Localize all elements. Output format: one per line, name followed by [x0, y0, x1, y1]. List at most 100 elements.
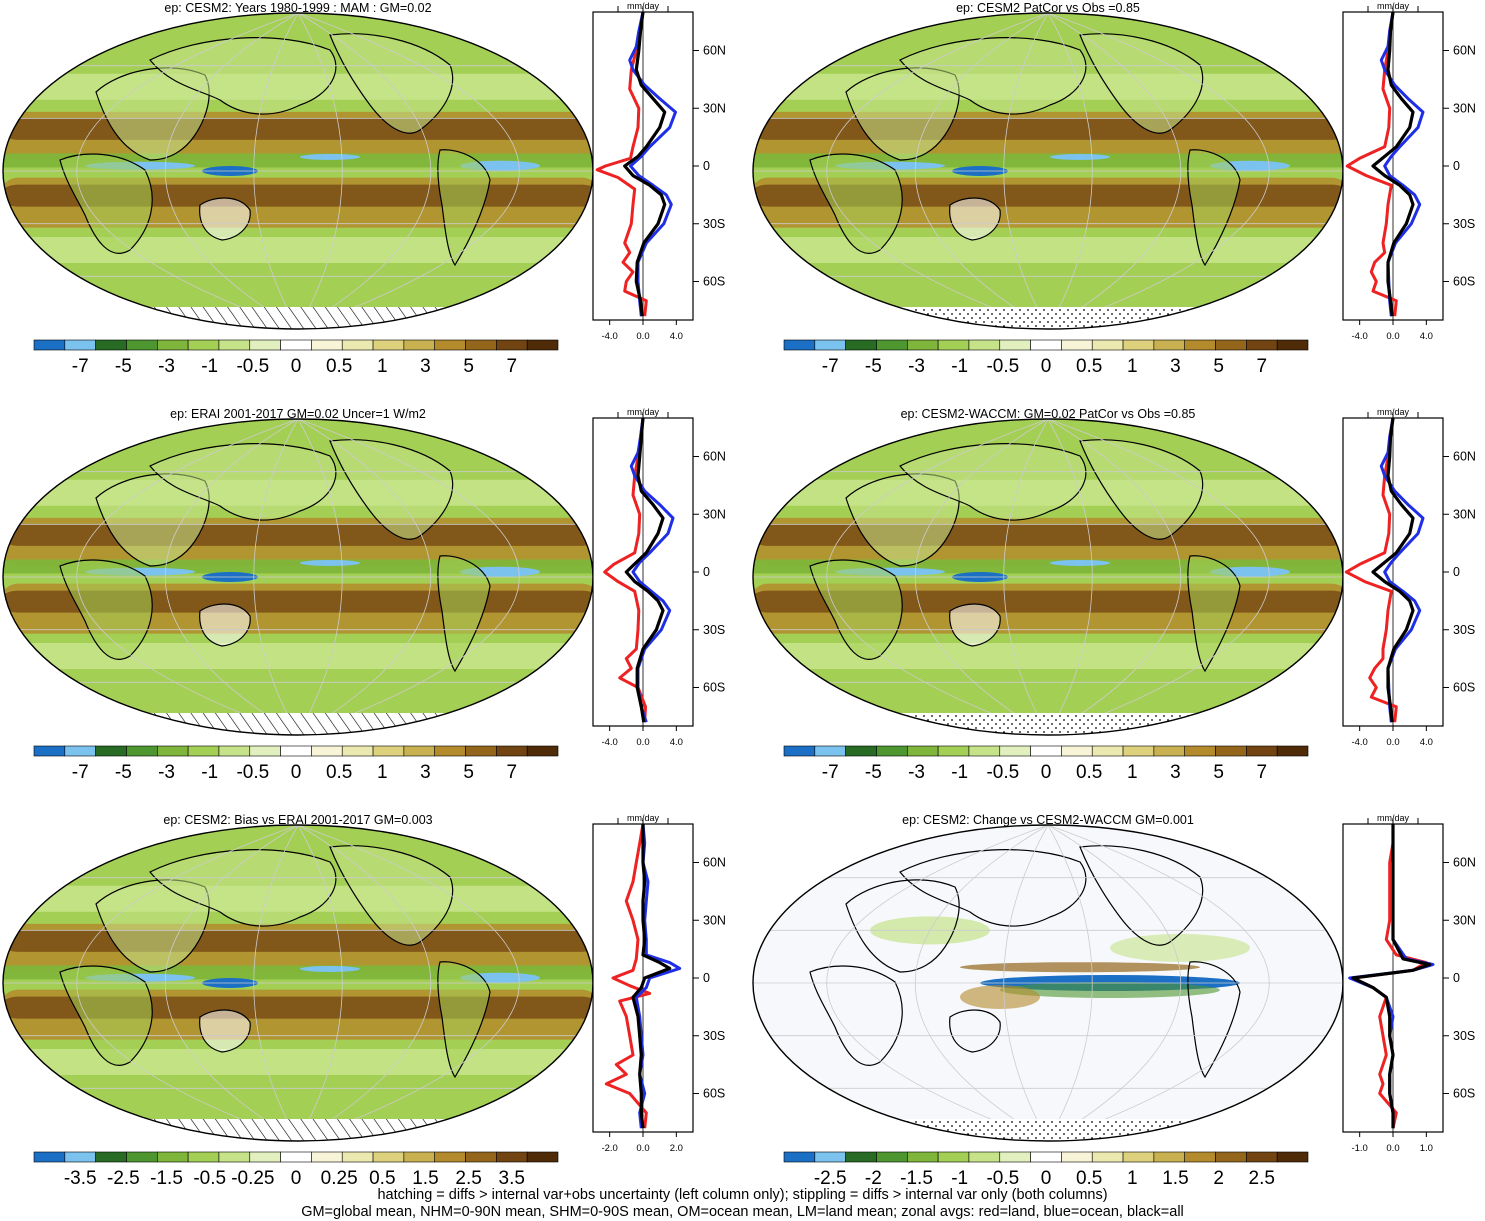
panel-title: ep: CESM2: Change vs CESM2-WACCM GM=0.00… — [902, 813, 1194, 827]
continent-outline — [149, 849, 337, 927]
colorbar-tick-label: 1 — [377, 356, 388, 377]
colorbar-swatch — [187, 745, 220, 757]
colorbar-tick-label: 7 — [1256, 356, 1267, 377]
colorbar-tick-label: -5 — [115, 762, 132, 783]
colorbar-tick-label: -0.5 — [986, 762, 1019, 783]
continent-outline — [845, 67, 960, 161]
zonal-series-all — [624, 417, 665, 723]
colorbar-swatch — [403, 745, 436, 757]
continent-outline — [1187, 149, 1241, 267]
colorbar: -3.5 -2.5 -1.5 -0.5 -0.25 0 0.25 0.5 1.5 2.5 3.5 — [33, 1151, 559, 1189]
colorbar-swatch — [814, 745, 846, 757]
map-field — [753, 13, 1343, 329]
zonal-x-label: 0.0 — [636, 1143, 649, 1154]
continent-outline — [199, 603, 251, 647]
continent-outline — [199, 1009, 251, 1053]
continent-outline — [95, 879, 210, 973]
hatching-region — [3, 1119, 593, 1141]
panel-6: ep: CESM2: Change vs CESM2-WACCM GM=0.00… — [752, 813, 1476, 1189]
colorbar-swatch — [218, 339, 251, 351]
zonal-lat-label: 30N — [1453, 913, 1476, 927]
colorbar-swatch — [1246, 1151, 1278, 1163]
colorbar-swatch — [937, 339, 970, 351]
zonal-lat-label: 60N — [703, 856, 726, 870]
colorbar-tick-label: -7 — [72, 762, 89, 783]
map-field — [3, 13, 593, 329]
zonal-lat-label: 0 — [1453, 971, 1460, 985]
colorbar-swatch — [187, 339, 220, 351]
colorbar-tick-label: -0.25 — [231, 1168, 274, 1189]
zonal-lat-label: 60S — [703, 1087, 725, 1101]
panel-1: ep: CESM2: Years 1980-1999 : MAM : GM=0.… — [2, 1, 726, 377]
longitude-line — [1047, 825, 1093, 1141]
colorbar-tick-label: 1 — [1127, 1168, 1138, 1189]
colorbar-tick-label: 2.5 — [455, 1168, 481, 1189]
colorbar-tick-label: 0 — [1041, 1168, 1052, 1189]
zonal-series-land — [595, 11, 648, 317]
colorbar-tick-label: -3 — [158, 762, 175, 783]
colorbar-swatch — [783, 339, 816, 351]
colorbar-tick-label: -0.5 — [193, 1168, 226, 1189]
colorbar-swatch — [249, 1151, 281, 1163]
colorbar-swatch — [999, 745, 1031, 757]
colorbar-swatch — [526, 339, 559, 351]
panel-2: ep: CESM2 PatCor vs Obs =0.85 -7 -5 -3 -1 -0.… — [752, 1, 1476, 377]
longitude-line — [165, 13, 299, 329]
zonal-lat-label: 60N — [703, 44, 726, 58]
colorbar-tick-label: -1.5 — [900, 1168, 933, 1189]
continent-outline — [59, 965, 153, 1066]
colorbar-swatch — [906, 745, 939, 757]
colorbar-swatch — [341, 339, 374, 351]
colorbar-tick-label: 0.5 — [369, 1168, 395, 1189]
map-field — [753, 419, 1343, 735]
colorbar-tick-label: 0 — [1041, 356, 1052, 377]
colorbar-swatch — [1091, 1151, 1124, 1163]
longitude-line — [1047, 13, 1270, 329]
colorbar-tick-label: -5 — [865, 762, 882, 783]
longitude-line — [1003, 419, 1049, 735]
colorbar-tick-label: 3 — [420, 356, 431, 377]
dry-band — [753, 117, 1343, 140]
zonal-lat-label: 30S — [1453, 217, 1475, 231]
colorbar-swatch — [1184, 745, 1216, 757]
colorbar-swatch — [311, 339, 343, 351]
longitude-line — [297, 419, 343, 735]
continent-outline — [949, 197, 1001, 241]
zonal-lat-label: 30S — [703, 1029, 725, 1043]
colorbar-swatch — [968, 339, 1001, 351]
longitude-line — [253, 13, 299, 329]
colorbar-swatch — [249, 745, 281, 757]
colorbar-tick-label: -1 — [951, 356, 968, 377]
longitude-line — [1003, 825, 1049, 1141]
dry-band — [3, 643, 593, 669]
colorbar-swatch — [1246, 339, 1278, 351]
colorbar-swatch — [1030, 339, 1062, 351]
colorbar-swatch — [845, 339, 877, 351]
colorbar-swatch — [372, 1151, 405, 1163]
colorbar-swatch — [1091, 745, 1124, 757]
zonal-x-label: -4.0 — [1351, 331, 1367, 342]
colorbar-swatch — [372, 339, 405, 351]
colorbar: -7 -5 -3 -1 -0.5 0 0.5 1 3 5 7 — [783, 339, 1309, 377]
zonal-x-label: -4.0 — [601, 331, 617, 342]
longitude-line — [915, 13, 1049, 329]
continent-outline — [809, 965, 903, 1066]
zonal-lat-label: 30S — [1453, 1029, 1475, 1043]
wet-core — [1050, 559, 1110, 566]
continent-outline — [1079, 439, 1204, 540]
colorbar-swatch — [937, 745, 970, 757]
colorbar-swatch — [126, 1151, 158, 1163]
colorbar-swatch — [1061, 1151, 1093, 1163]
longitude-line — [297, 13, 431, 329]
colorbar-swatch — [403, 339, 436, 351]
zonal-lat-label: 30N — [1453, 101, 1476, 115]
colorbar-tick-label: 7 — [506, 762, 517, 783]
zonal-series-land — [603, 417, 647, 723]
zonal-lat-label: 30N — [703, 913, 726, 927]
colorbar-tick-label: -0.5 — [986, 356, 1019, 377]
stippling-region — [753, 713, 1343, 735]
panel-3: ep: ERAI 2001-2017 GM=0.02 Uncer=1 W/m2 -… — [2, 407, 726, 783]
zonal-lat-label: 0 — [703, 565, 710, 579]
